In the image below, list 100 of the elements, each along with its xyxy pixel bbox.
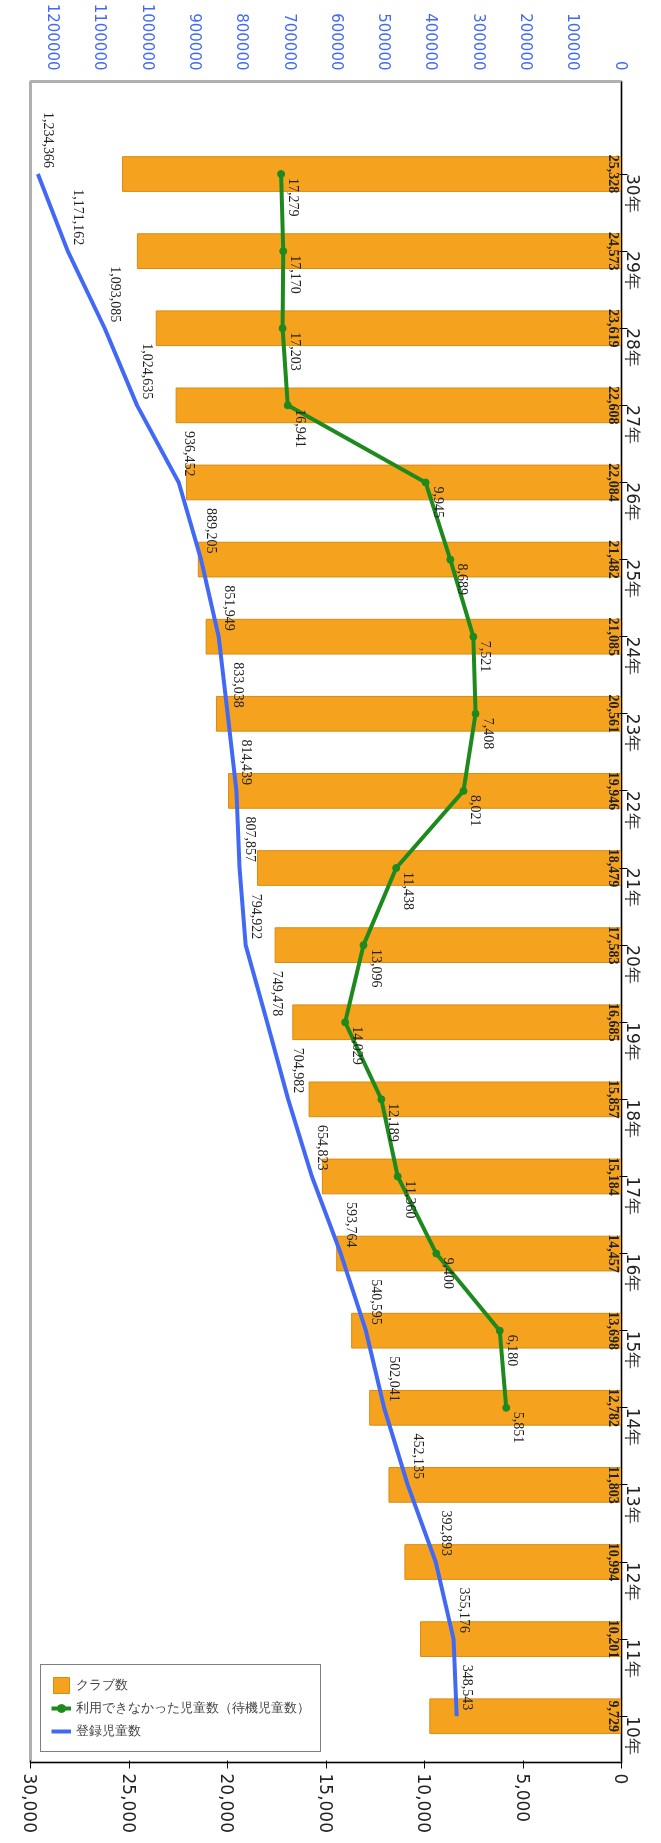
point	[278, 324, 287, 333]
y-tick-label: 21年	[622, 868, 643, 907]
data-label: 9,945	[430, 486, 446, 518]
point	[393, 1172, 402, 1181]
data-label: 17,203	[287, 332, 303, 371]
y-tick-label: 18年	[622, 1099, 643, 1138]
data-label: 25,328	[605, 154, 621, 194]
y-tick-label: 15年	[622, 1330, 643, 1370]
legend-label: 利用できなかった児童数（待機児童数）	[76, 1699, 310, 1717]
point	[469, 632, 478, 641]
y-tick-label: 17年	[622, 1176, 643, 1216]
data-label: 814,439	[239, 739, 255, 785]
data-label: 14,029	[350, 1026, 366, 1065]
data-label: 1,234,366	[40, 112, 56, 169]
data-label: 11,360	[402, 1180, 418, 1219]
data-label: 6,180	[504, 1334, 520, 1367]
y-tick-label: 10年	[622, 1716, 643, 1755]
x2-tick-label: 300000	[469, 13, 488, 71]
data-label: 12,189	[386, 1103, 402, 1142]
data-label: 18,479	[605, 848, 621, 888]
legend-label: クラブ数	[76, 1676, 128, 1694]
y-tick-label: 25年	[622, 559, 643, 599]
data-label: 889,205	[204, 508, 220, 554]
y-tick-label: 30年	[622, 174, 643, 213]
data-label: 392,893	[438, 1510, 454, 1557]
data-label: 15,857	[605, 1080, 621, 1119]
x-tick-label: 20,000	[217, 1773, 237, 1833]
x-tick-label: 10,000	[414, 1773, 434, 1833]
data-label: 11,803	[605, 1466, 621, 1504]
data-label: 17,170	[288, 255, 304, 294]
data-label: 16,685	[605, 1002, 621, 1042]
y-tick-label: 29年	[622, 251, 643, 290]
data-label: 12,782	[605, 1388, 621, 1428]
data-label: 540,595	[368, 1279, 384, 1325]
point	[392, 864, 401, 873]
x2-tick-label: 1000000	[138, 3, 157, 71]
data-label: 9,400	[441, 1257, 457, 1290]
point	[341, 1018, 350, 1027]
data-label: 14,457	[605, 1234, 621, 1273]
data-label: 7,408	[480, 717, 496, 750]
data-label: 11,438	[401, 872, 417, 911]
x2-tick-label: 900000	[185, 13, 204, 71]
data-label: 593,764	[343, 1202, 359, 1248]
data-label: 704,982	[291, 1047, 307, 1094]
y-tick-label: 11年	[622, 1639, 643, 1678]
x-tick-label: 0	[611, 1773, 631, 1785]
data-label: 1,024,635	[140, 343, 156, 400]
point	[279, 247, 288, 256]
data-label: 15,184	[605, 1157, 621, 1196]
data-label: 348,543	[459, 1664, 475, 1711]
point	[495, 1326, 504, 1335]
x2-tick-label: 400000	[422, 13, 441, 71]
point	[432, 1249, 441, 1258]
y-tick-label: 13年	[622, 1484, 643, 1524]
y-tick-label: 28年	[622, 328, 643, 367]
data-label: 21,085	[605, 617, 621, 656]
x-tick-label: 5,000	[512, 1773, 533, 1823]
data-label: 654,823	[314, 1124, 330, 1171]
data-label: 936,452	[181, 430, 197, 477]
x2-tick-label: 500000	[375, 13, 394, 71]
data-label: 1,171,162	[70, 189, 86, 246]
x2-tick-label: 100000	[564, 13, 583, 71]
data-label: 355,176	[456, 1587, 472, 1634]
data-label: 8,689	[455, 563, 471, 596]
x-tick-label: 25,000	[118, 1773, 139, 1833]
data-label: 16,941	[292, 409, 308, 448]
y-tick-label: 20年	[622, 945, 643, 984]
data-label: 10,201	[605, 1619, 621, 1659]
data-label: 749,478	[270, 970, 286, 1017]
x2-tick-label: 700000	[280, 13, 299, 71]
data-label: 794,922	[248, 893, 264, 940]
data-label: 22,084	[605, 463, 621, 502]
point	[446, 555, 455, 564]
x-tick-label: 30,000	[20, 1773, 40, 1833]
point	[502, 1403, 511, 1412]
point	[421, 478, 430, 487]
point	[459, 786, 468, 795]
data-label: 1,093,085	[107, 266, 123, 323]
data-label: 22,608	[605, 386, 621, 425]
data-label: 833,038	[230, 662, 246, 708]
data-label: 9,729	[605, 1700, 621, 1732]
point	[277, 170, 286, 179]
x-tick-label: 15,000	[315, 1773, 336, 1833]
x2-tick-label: 0	[611, 60, 630, 71]
data-label: 452,135	[410, 1433, 426, 1479]
point	[471, 709, 480, 718]
point	[359, 941, 368, 950]
data-label: 13,096	[368, 949, 384, 988]
data-label: 851,949	[221, 585, 237, 631]
data-label: 21,482	[605, 540, 621, 579]
data-label: 8,021	[468, 794, 484, 827]
point	[283, 401, 292, 410]
data-label: 17,279	[286, 178, 302, 217]
point	[377, 1095, 386, 1104]
data-label: 20,561	[605, 694, 621, 734]
y-tick-label: 16年	[622, 1253, 643, 1293]
y-tick-label: 27年	[622, 405, 643, 444]
legend-label: 登録児童数	[76, 1722, 141, 1740]
x2-tick-label: 800000	[233, 13, 252, 71]
data-label: 17,583	[605, 925, 621, 965]
